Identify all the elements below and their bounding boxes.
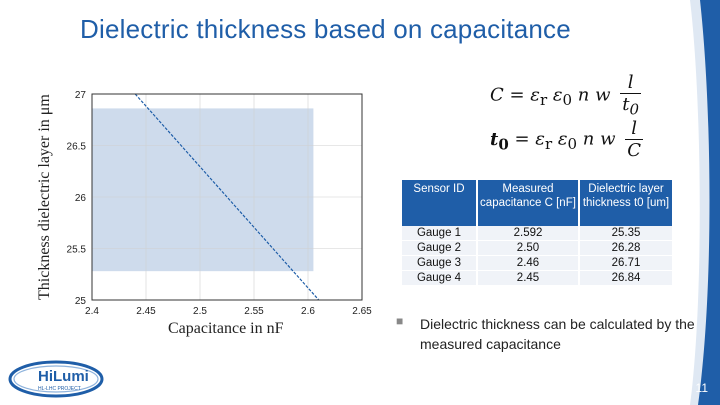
y-tick-label: 27 xyxy=(75,90,87,101)
x-tick-label: 2.45 xyxy=(136,306,156,317)
y-tick-label: 26 xyxy=(75,193,87,204)
x-tick-label: 2.6 xyxy=(301,306,315,317)
table-row: Gauge 4 2.45 26.84 xyxy=(402,270,674,286)
table-cell: 26.71 xyxy=(579,255,674,271)
page-number: 11 xyxy=(695,381,708,395)
column-header: Dielectric layer thickness t0 [um] xyxy=(579,180,674,226)
table-row: Gauge 3 2.46 26.71 xyxy=(402,255,674,271)
table-cell: 26.28 xyxy=(579,240,674,256)
table-row: Gauge 2 2.50 26.28 xyxy=(402,240,674,256)
column-header: Sensor ID xyxy=(402,180,478,226)
table-cell: 2.46 xyxy=(477,255,580,271)
chart-area: 2.4 2.45 2.5 2.55 2.6 2.65 25 25.5 26 26.5 27 xyxy=(40,84,380,334)
x-axis-label: Capacitance in nF xyxy=(168,320,284,337)
capacitance-formula: C = εr ε0 n w l t0 xyxy=(490,72,642,119)
gauge-table: Sensor ID Measured capacitance C [nF] Di… xyxy=(402,180,674,286)
bullet-icon: ■ xyxy=(396,314,404,328)
x-tick-label: 2.65 xyxy=(352,306,372,317)
table-cell: 25.35 xyxy=(579,226,674,241)
y-axis-label: Thickness dielectric layer in μm xyxy=(36,94,53,300)
corner-decoration xyxy=(690,0,720,405)
x-tick-label: 2.4 xyxy=(85,306,99,317)
hilumi-logo: HiLumi HL-LHC PROJECT xyxy=(8,360,104,398)
table-cell: Gauge 3 xyxy=(402,255,478,271)
table-cell: 2.50 xyxy=(477,240,580,256)
x-tick-label: 2.5 xyxy=(193,306,207,317)
table-cell: 26.84 xyxy=(579,270,674,286)
svg-text:HiLumi: HiLumi xyxy=(38,368,89,385)
table-cell: Gauge 4 xyxy=(402,270,478,286)
x-tick-label: 2.55 xyxy=(244,306,264,317)
table-cell: 2.592 xyxy=(477,226,580,241)
plot-border xyxy=(91,93,363,301)
y-tick-label: 26.5 xyxy=(67,142,87,153)
series-line xyxy=(134,93,320,301)
slide-title: Dielectric thickness based on capacitanc… xyxy=(80,14,571,44)
column-header: Measured capacitance C [nF] xyxy=(477,180,580,226)
table-cell: 2.45 xyxy=(477,270,580,286)
table-row: Gauge 1 2.592 25.35 xyxy=(402,226,674,241)
y-tick-label: 25.5 xyxy=(67,245,87,256)
shaded-region xyxy=(92,108,314,272)
table-cell: Gauge 2 xyxy=(402,240,478,256)
bullet-text: Dielectric thickness can be calculated b… xyxy=(420,316,695,352)
y-tick-label: 25 xyxy=(75,296,87,307)
svg-text:HL-LHC PROJECT: HL-LHC PROJECT xyxy=(38,386,81,392)
table-cell: Gauge 1 xyxy=(402,226,478,241)
chart-svg: 2.4 2.45 2.5 2.55 2.6 2.65 25 25.5 26 26.5 27 xyxy=(67,90,373,317)
